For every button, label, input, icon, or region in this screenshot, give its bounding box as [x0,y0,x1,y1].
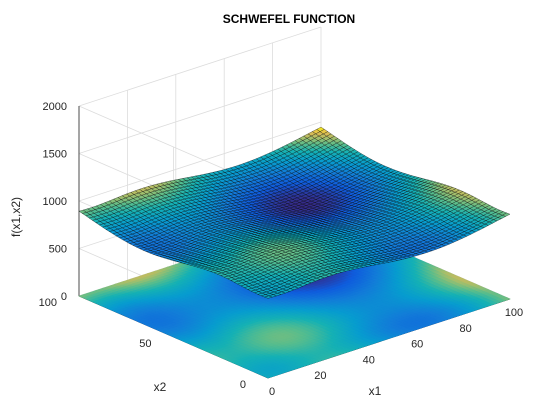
grid-line-z-back [78,121,322,202]
grid-line-z-back [78,26,322,107]
grid-line-z-back [78,74,322,154]
